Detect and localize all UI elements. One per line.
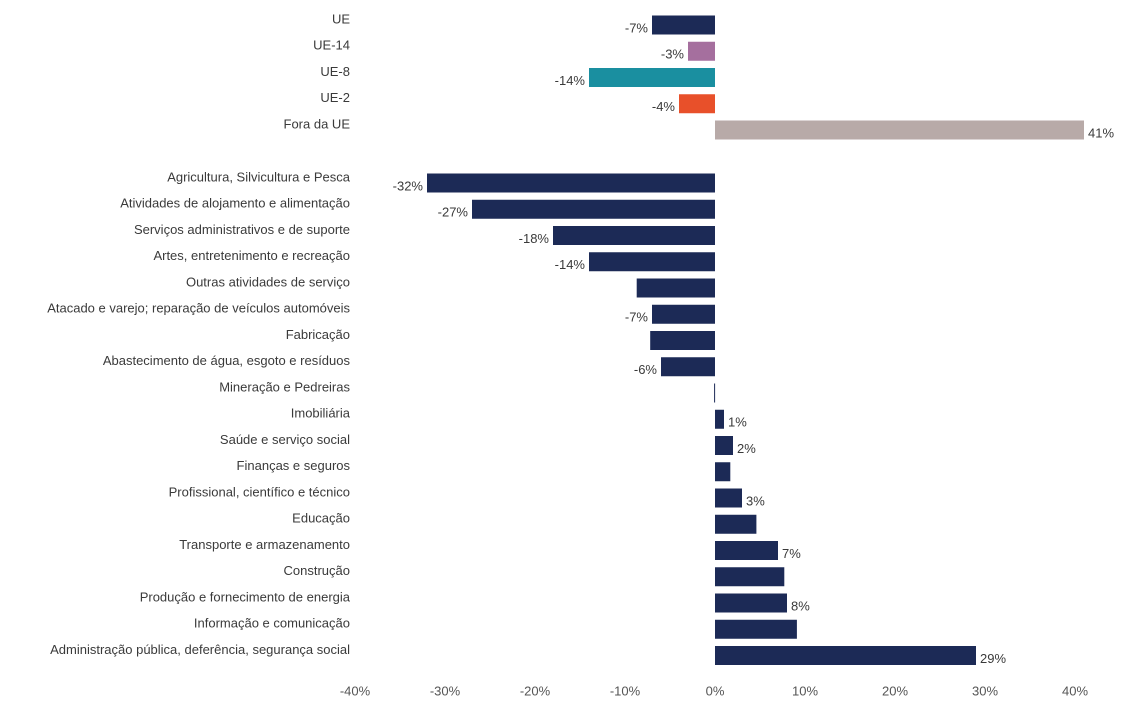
value-label: 3% (746, 493, 765, 508)
value-label: 29% (980, 651, 1006, 666)
value-label: 1% (728, 415, 747, 430)
value-label: 2% (737, 441, 756, 456)
bar (589, 68, 715, 87)
x-tick-label: -10% (610, 683, 641, 698)
bar (715, 514, 757, 534)
bar (652, 15, 715, 35)
bar (715, 120, 1084, 140)
category-label: Atividades de alojamento e alimentação (120, 196, 350, 211)
bar (679, 94, 715, 114)
bar (715, 409, 724, 429)
value-label: -32% (393, 178, 424, 193)
value-label: -6% (634, 362, 658, 377)
x-tick-label: -20% (520, 683, 551, 698)
bar (715, 436, 733, 455)
value-label: -7% (625, 20, 649, 35)
bar (715, 619, 797, 639)
x-tick-label: 40% (1062, 683, 1088, 698)
category-label: Imobiliária (291, 406, 351, 421)
bar (715, 593, 787, 613)
category-label: Educação (292, 511, 350, 526)
category-label: Produção e fornecimento de energia (140, 589, 351, 604)
category-label: Construção (284, 563, 350, 578)
category-label: Artes, entretenimento e recreação (153, 248, 350, 263)
category-label: Informação e comunicação (194, 616, 350, 631)
category-label: Abastecimento de água, esgoto e resíduos (103, 353, 351, 368)
value-label: -18% (519, 231, 550, 246)
bar (661, 357, 715, 377)
x-tick-label: 20% (882, 683, 908, 698)
value-label: -14% (555, 73, 586, 88)
category-label: UE-2 (320, 90, 350, 105)
bar (553, 226, 715, 245)
bar (714, 383, 716, 403)
category-label: Fora da UE (284, 116, 351, 131)
category-label: Finanças e seguros (237, 458, 351, 473)
x-tick-label: 30% (972, 683, 998, 698)
category-label: Agricultura, Silvicultura e Pesca (167, 169, 351, 184)
bar (715, 488, 742, 508)
value-label: -27% (438, 205, 469, 220)
category-label: Saúde e serviço social (220, 432, 350, 447)
category-label: UE (332, 11, 350, 26)
value-label: -7% (625, 310, 649, 325)
bar (472, 199, 715, 219)
category-label: UE-14 (313, 38, 350, 53)
category-label: Outras atividades de serviço (186, 274, 350, 289)
x-tick-label: 10% (792, 683, 818, 698)
category-label: Profissional, científico e técnico (169, 484, 350, 499)
value-label: -3% (661, 47, 685, 62)
bar (715, 541, 778, 560)
value-label: -4% (652, 99, 676, 114)
bar (650, 331, 715, 350)
bar (427, 173, 715, 193)
category-label: Atacado e varejo; reparação de veículos … (47, 301, 350, 316)
category-label: Fabricação (286, 327, 350, 342)
category-label: Mineração e Pedreiras (219, 379, 350, 394)
value-label: 8% (791, 598, 810, 613)
bar (652, 304, 715, 324)
category-label: UE-8 (320, 64, 350, 79)
bar (715, 646, 976, 665)
x-tick-label: -40% (340, 683, 371, 698)
bar (636, 278, 715, 298)
value-label: 41% (1088, 125, 1114, 140)
bar (589, 252, 715, 272)
x-tick-label: -30% (430, 683, 461, 698)
bar (688, 41, 715, 61)
bar (715, 462, 731, 482)
x-tick-label: 0% (706, 683, 725, 698)
value-label: 7% (782, 546, 801, 561)
bar (715, 567, 785, 587)
category-label: Transporte e armazenamento (179, 537, 350, 552)
value-label: -14% (555, 257, 586, 272)
category-label: Serviços administrativos e de suporte (134, 222, 350, 237)
category-label: Administração pública, deferência, segur… (50, 642, 350, 657)
